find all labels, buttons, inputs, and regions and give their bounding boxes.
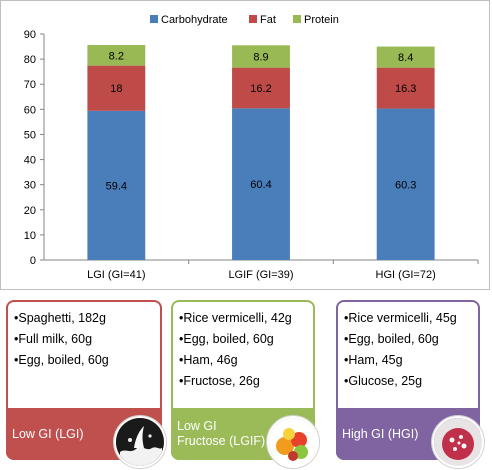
x-tick-label: LGI (GI=41) <box>87 269 145 281</box>
legend-label: Fat <box>260 14 276 26</box>
meal-panel-hgi: Rice vermicelli, 45g Egg, boiled, 60g Ha… <box>336 300 484 468</box>
y-tick-label: 40 <box>24 155 36 167</box>
bar-fat <box>87 65 146 111</box>
data-label: 60.4 <box>250 179 271 191</box>
meal-label-lgi: Low GI (LGI) <box>12 426 84 441</box>
meal-item: Rice vermicelli, 45g <box>344 308 478 329</box>
meal-label-line: Low GI <box>177 419 217 433</box>
data-label: 59.4 <box>106 180 127 192</box>
meal-panel-lgif: Rice vermicelli, 42g Egg, boiled, 60g Ha… <box>171 300 319 468</box>
milk-splash-photo-icon <box>114 416 166 468</box>
bar-protein <box>87 45 146 66</box>
meal-item: Egg, boiled, 60g <box>179 329 313 350</box>
data-label: 16.3 <box>395 83 416 95</box>
legend-label: Protein <box>304 14 339 26</box>
meal-items-lgif: Rice vermicelli, 42g Egg, boiled, 60g Ha… <box>173 302 313 392</box>
meal-item: Glucose, 25g <box>344 371 478 392</box>
bar-carbohydrate <box>232 108 290 260</box>
bar-protein <box>232 45 290 68</box>
legend-label: Carbohydrate <box>161 14 228 26</box>
meal-item: Egg, boiled, 60g <box>14 350 160 371</box>
y-tick-label: 80 <box>24 54 36 66</box>
bar-carbohydrate <box>87 110 146 260</box>
y-tick-label: 50 <box>24 129 36 141</box>
glucose-crystals-photo-icon <box>432 416 484 468</box>
stacked-bar-chart: 0 10 20 30 40 50 60 70 80 90 59.4 18 8.2 LGI (GI=41) 6… <box>24 14 479 281</box>
x-tick-label: HGI (GI=72) <box>376 269 436 281</box>
data-label: 8.4 <box>398 52 413 64</box>
meal-item: Rice vermicelli, 42g <box>179 308 313 329</box>
bar-carbohydrate <box>376 108 435 260</box>
meal-item: Fructose, 26g <box>179 371 313 392</box>
y-tick-label: 0 <box>30 255 36 267</box>
meal-item: Ham, 46g <box>179 350 313 371</box>
meal-item: Spaghetti, 182g <box>14 308 160 329</box>
meal-label-lgif: Low GI Fructose (LGIF) <box>177 419 265 449</box>
y-tick-label: 60 <box>24 104 36 116</box>
y-tick-label: 10 <box>24 230 36 242</box>
y-tick-label: 20 <box>24 205 36 217</box>
data-label: 60.3 <box>395 179 416 191</box>
y-tick-label: 70 <box>24 79 36 91</box>
legend-swatch-fat <box>249 15 257 23</box>
legend-swatch-protein <box>293 15 301 23</box>
fruit-bowl-photo-icon <box>267 416 319 468</box>
meal-item: Egg, boiled, 60g <box>344 329 478 350</box>
bar-fat <box>232 67 290 109</box>
y-tick-label: 30 <box>24 180 36 192</box>
meal-item: Full milk, 60g <box>14 329 160 350</box>
bar-fat <box>376 67 435 109</box>
x-tick-label: LGIF (GI=39) <box>228 269 293 281</box>
data-label: 16.2 <box>250 83 271 95</box>
meal-panel-lgi: Spaghetti, 182g Full milk, 60g Egg, boil… <box>6 300 166 468</box>
legend-swatch-carbohydrate <box>150 15 158 23</box>
y-tick-label: 90 <box>24 29 36 41</box>
data-label: 8.9 <box>253 51 268 63</box>
meal-items-hgi: Rice vermicelli, 45g Egg, boiled, 60g Ha… <box>338 302 478 392</box>
data-label: 18 <box>110 83 122 95</box>
meal-items-lgi: Spaghetti, 182g Full milk, 60g Egg, boil… <box>8 302 160 371</box>
bar-protein <box>376 46 435 68</box>
meal-item: Ham, 45g <box>344 350 478 371</box>
meal-label-line: Fructose (LGIF) <box>177 434 266 448</box>
meal-label-hgi: High GI (HGI) <box>342 426 419 441</box>
data-label: 8.2 <box>109 50 124 62</box>
